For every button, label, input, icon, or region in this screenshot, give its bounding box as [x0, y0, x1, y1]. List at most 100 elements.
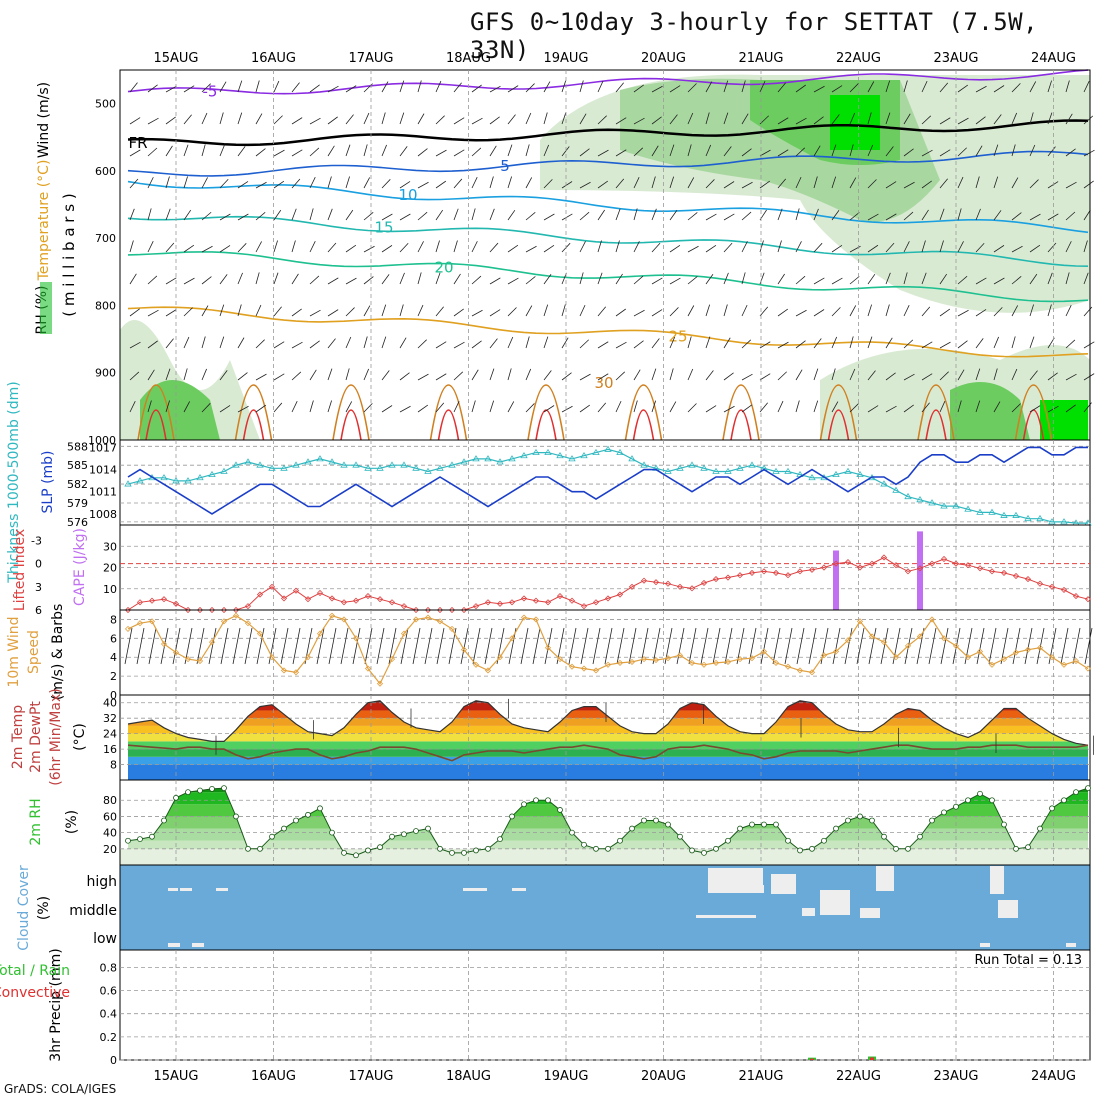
rh-point: [137, 836, 143, 842]
wind-barb: [543, 144, 550, 157]
wind-barb: [849, 305, 857, 317]
wind-barb: [471, 208, 476, 221]
wind-speed-point: [424, 614, 432, 621]
thickness-point: [844, 467, 852, 474]
lifted-index-point: [844, 559, 852, 566]
wind-barb: [957, 176, 964, 189]
boundary-layer-isotherm-hot: [925, 409, 947, 441]
wind-barb: [309, 275, 320, 285]
cloud-cell: [998, 900, 1018, 918]
wind-barb: [237, 213, 249, 221]
wind-barb: [525, 403, 535, 413]
wind-barb: [543, 336, 549, 349]
pressure-tick-label: 500: [95, 98, 116, 111]
wind-barb: [255, 339, 265, 349]
wind-barb: [705, 274, 714, 285]
wind-barb: [867, 370, 876, 381]
slp-line: [127, 446, 1088, 515]
boundary-layer-isotherm: [819, 384, 858, 441]
wind-barb: [885, 213, 897, 221]
wind-barb: [453, 308, 464, 317]
wind-barb: [669, 244, 681, 253]
wind-barb: [669, 368, 674, 381]
surface-wind-barb: [988, 627, 997, 665]
wind-barb: [831, 176, 837, 189]
wind-barb: [939, 240, 944, 253]
wind-barb: [525, 336, 530, 349]
pressure-unit-label: ( m i l l i b a r s ): [60, 193, 78, 316]
wind-barb: [741, 113, 749, 125]
wind-speed-point: [952, 642, 960, 649]
wind-barb: [813, 309, 825, 317]
wind-barb: [795, 176, 802, 189]
wind-barb: [453, 208, 459, 221]
wind-barb: [291, 240, 296, 253]
wind-speed-point: [436, 618, 444, 625]
wind-barb: [1083, 115, 1094, 125]
surface-wind-barb: [232, 627, 241, 665]
wind-barb: [165, 145, 173, 157]
rh-point: [929, 817, 935, 824]
wind-barb: [723, 80, 729, 93]
rh-point: [749, 821, 755, 828]
surface-wind-barb: [676, 627, 685, 665]
wind-barb: [561, 372, 572, 381]
wind-barb: [345, 336, 352, 349]
wind-speed-point: [868, 633, 876, 640]
rh-point: [185, 789, 191, 796]
wind-barb: [669, 114, 678, 125]
wind-barb: [975, 208, 981, 221]
thickness-point: [244, 458, 252, 465]
top-day-label: 23AUG: [933, 51, 978, 66]
wind-barb: [435, 149, 447, 157]
wind-speed-point: [760, 648, 768, 655]
wind-barb: [975, 145, 983, 157]
wind-barb: [1029, 405, 1041, 413]
wind-speed-point: [616, 659, 624, 666]
wind-barb: [993, 210, 1002, 221]
wind-speed-point: [448, 625, 456, 632]
surface-wind-barb: [292, 627, 301, 665]
wind-barb: [273, 180, 285, 189]
wind-barb: [435, 373, 447, 381]
thickness-point: [328, 458, 336, 465]
precip-total-label: Total / Rain: [0, 963, 70, 979]
wind-speed-point: [832, 648, 840, 655]
wind-barb: [759, 402, 768, 413]
isotherm-label: FR: [128, 134, 147, 152]
wind-barb: [669, 401, 677, 413]
surface-wind-barb: [280, 627, 289, 665]
wind-barb: [1011, 305, 1019, 317]
wind-barb: [237, 272, 243, 285]
lifted-index-point: [964, 562, 972, 569]
wind-speed-point: [964, 654, 972, 661]
wind-speed-point: [568, 663, 576, 670]
wind-speed-point: [556, 656, 564, 663]
boundary-layer-isotherm-hot: [632, 409, 655, 441]
lifted-index-point: [292, 587, 300, 594]
wind-barb: [885, 112, 891, 125]
rh-point: [221, 785, 227, 791]
wind-barb: [1047, 372, 1058, 381]
wind-barb: [309, 208, 314, 221]
wind-barb: [903, 148, 914, 157]
wind-barb: [615, 400, 622, 413]
slp-axis-label: SLP (mb): [40, 450, 56, 513]
lifted-index-point: [388, 599, 396, 606]
rh-tick-label: 20: [103, 843, 117, 856]
thickness-line: [127, 448, 1088, 524]
thickness-point: [604, 445, 612, 452]
wind-barb: [903, 373, 915, 381]
wind-barb: [813, 242, 823, 253]
thickness-point: [484, 455, 492, 462]
wind-barb: [363, 211, 374, 221]
thickness-point: [712, 467, 720, 474]
wind-barb: [615, 341, 627, 349]
temperature-band: [128, 733, 1088, 742]
lifted-index-point: [916, 565, 924, 572]
wind-barb: [975, 400, 981, 413]
top-day-label: 21AUG: [738, 51, 783, 66]
isotherm-label: 15: [374, 218, 393, 236]
rh-point: [269, 833, 275, 840]
lifted-index-point: [928, 560, 936, 567]
